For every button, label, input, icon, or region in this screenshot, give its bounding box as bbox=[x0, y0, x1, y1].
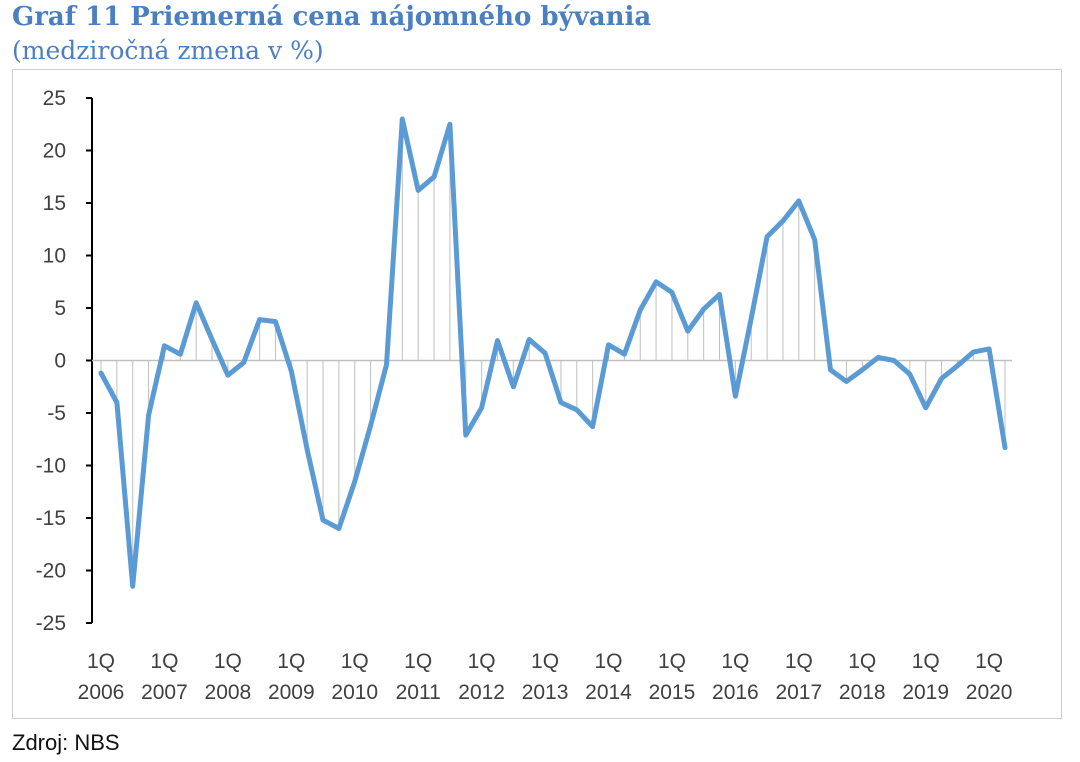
y-tick-label: -15 bbox=[36, 507, 66, 530]
x-tick-quarter: 1Q bbox=[595, 650, 623, 673]
x-tick-quarter: 1Q bbox=[785, 650, 813, 673]
x-tick-year: 2008 bbox=[205, 681, 252, 704]
x-tick-quarter: 1Q bbox=[87, 650, 115, 673]
y-tick-label: -20 bbox=[36, 560, 66, 583]
x-tick-year: 2011 bbox=[396, 681, 441, 704]
x-tick-year: 2013 bbox=[522, 681, 569, 704]
x-tick-year: 2010 bbox=[331, 681, 378, 704]
x-tick-year: 2007 bbox=[141, 681, 188, 704]
x-tick-quarter: 1Q bbox=[721, 650, 749, 673]
x-tick-quarter: 1Q bbox=[912, 650, 940, 673]
x-tick-quarter: 1Q bbox=[277, 650, 305, 673]
x-tick-quarter: 1Q bbox=[848, 650, 876, 673]
source-note: Zdroj: NBS bbox=[12, 730, 120, 755]
x-tick-year: 2020 bbox=[966, 681, 1013, 704]
y-tick-label: -25 bbox=[36, 612, 66, 635]
x-tick-quarter: 1Q bbox=[468, 650, 496, 673]
x-tick-quarter: 1Q bbox=[214, 650, 242, 673]
x-tick-year: 2016 bbox=[712, 681, 759, 704]
chart-title: Graf 11 Priemerná cena nájomného bývania bbox=[12, 2, 652, 32]
x-tick-quarter: 1Q bbox=[658, 650, 686, 673]
y-tick-label: 15 bbox=[43, 192, 66, 215]
x-tick-quarter: 1Q bbox=[975, 650, 1003, 673]
x-tick-quarter: 1Q bbox=[150, 650, 178, 673]
y-tick-label: -10 bbox=[36, 455, 66, 478]
series-group bbox=[98, 116, 1008, 589]
chart-frame bbox=[12, 69, 1062, 719]
y-tick-label: 10 bbox=[43, 245, 66, 268]
y-tick-label: 0 bbox=[54, 350, 66, 373]
y-tick-label: 25 bbox=[43, 87, 66, 110]
x-tick-quarter: 1Q bbox=[531, 650, 559, 673]
x-tick-quarter: 1Q bbox=[341, 650, 369, 673]
x-tick-year: 2019 bbox=[902, 681, 949, 704]
y-tick-labels: 25 20 15 10 5 0 -5 -10 -15 -20 -25 bbox=[36, 87, 66, 635]
x-tick-year: 2018 bbox=[839, 681, 886, 704]
x-tick-year: 2017 bbox=[775, 681, 822, 704]
x-tick-year: 2009 bbox=[268, 681, 315, 704]
y-tick-label: 20 bbox=[43, 140, 66, 163]
x-tick-quarter: 1Q bbox=[404, 650, 432, 673]
series-line bbox=[98, 116, 1008, 589]
x-tick-year: 2006 bbox=[78, 681, 125, 704]
x-tick-labels: 1Q 2006 1Q 2007 1Q 2008 1Q 2009 1Q 2010 1Q 2011 1Q 20… bbox=[78, 650, 1013, 704]
x-tick-year: 2015 bbox=[649, 681, 696, 704]
x-tick-year: 2014 bbox=[585, 681, 632, 704]
x-tick-year: 2012 bbox=[458, 681, 505, 704]
drop-lines bbox=[100, 119, 1006, 587]
y-tick-label: -5 bbox=[47, 402, 66, 425]
chart-subtitle: (medziročná zmena v %) bbox=[12, 36, 324, 65]
y-tick-label: 5 bbox=[54, 297, 66, 320]
